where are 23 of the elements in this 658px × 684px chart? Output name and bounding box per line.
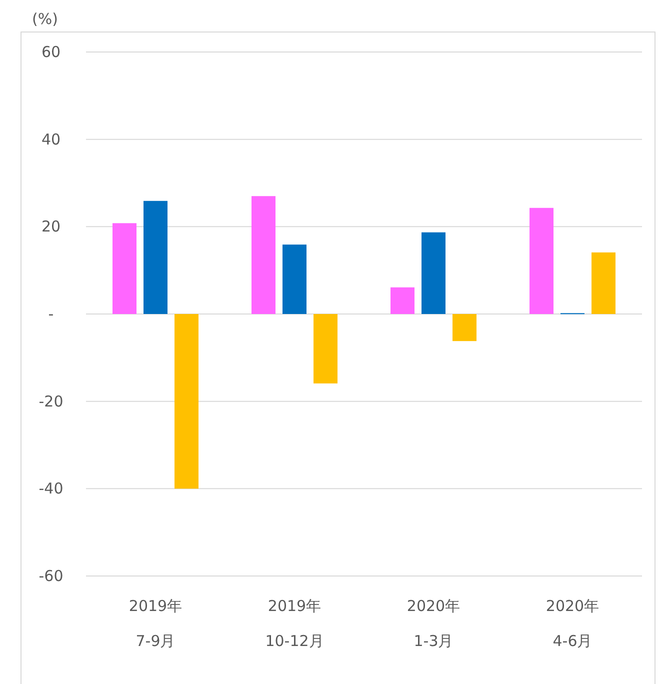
bar: [282, 244, 306, 314]
y-tick-label: -60: [38, 567, 64, 585]
y-tick-label: 40: [41, 130, 61, 148]
x-tick-label: 2020年 1-3月: [406, 597, 460, 650]
bar: [422, 232, 446, 314]
y-tick-label: -40: [38, 480, 64, 498]
bar: [144, 200, 168, 314]
x-tick-label: 2019年 7-9月: [128, 597, 182, 650]
bar: [390, 287, 414, 314]
bar: [252, 196, 276, 314]
bar: [174, 314, 198, 489]
y-tick-label: -20: [38, 392, 64, 410]
x-tick-label: 2019年 10-12月: [265, 597, 324, 650]
y-axis-title: (%): [32, 10, 58, 28]
y-tick-label: -: [48, 305, 54, 323]
bar: [112, 223, 136, 314]
bar: [314, 314, 338, 384]
y-tick-label: 60: [41, 43, 61, 61]
bar: [592, 252, 616, 314]
bar: [452, 314, 476, 342]
x-tick-label: 2020年 4-6月: [546, 597, 600, 650]
bar: [530, 208, 554, 314]
y-tick-label: 20: [41, 218, 61, 236]
